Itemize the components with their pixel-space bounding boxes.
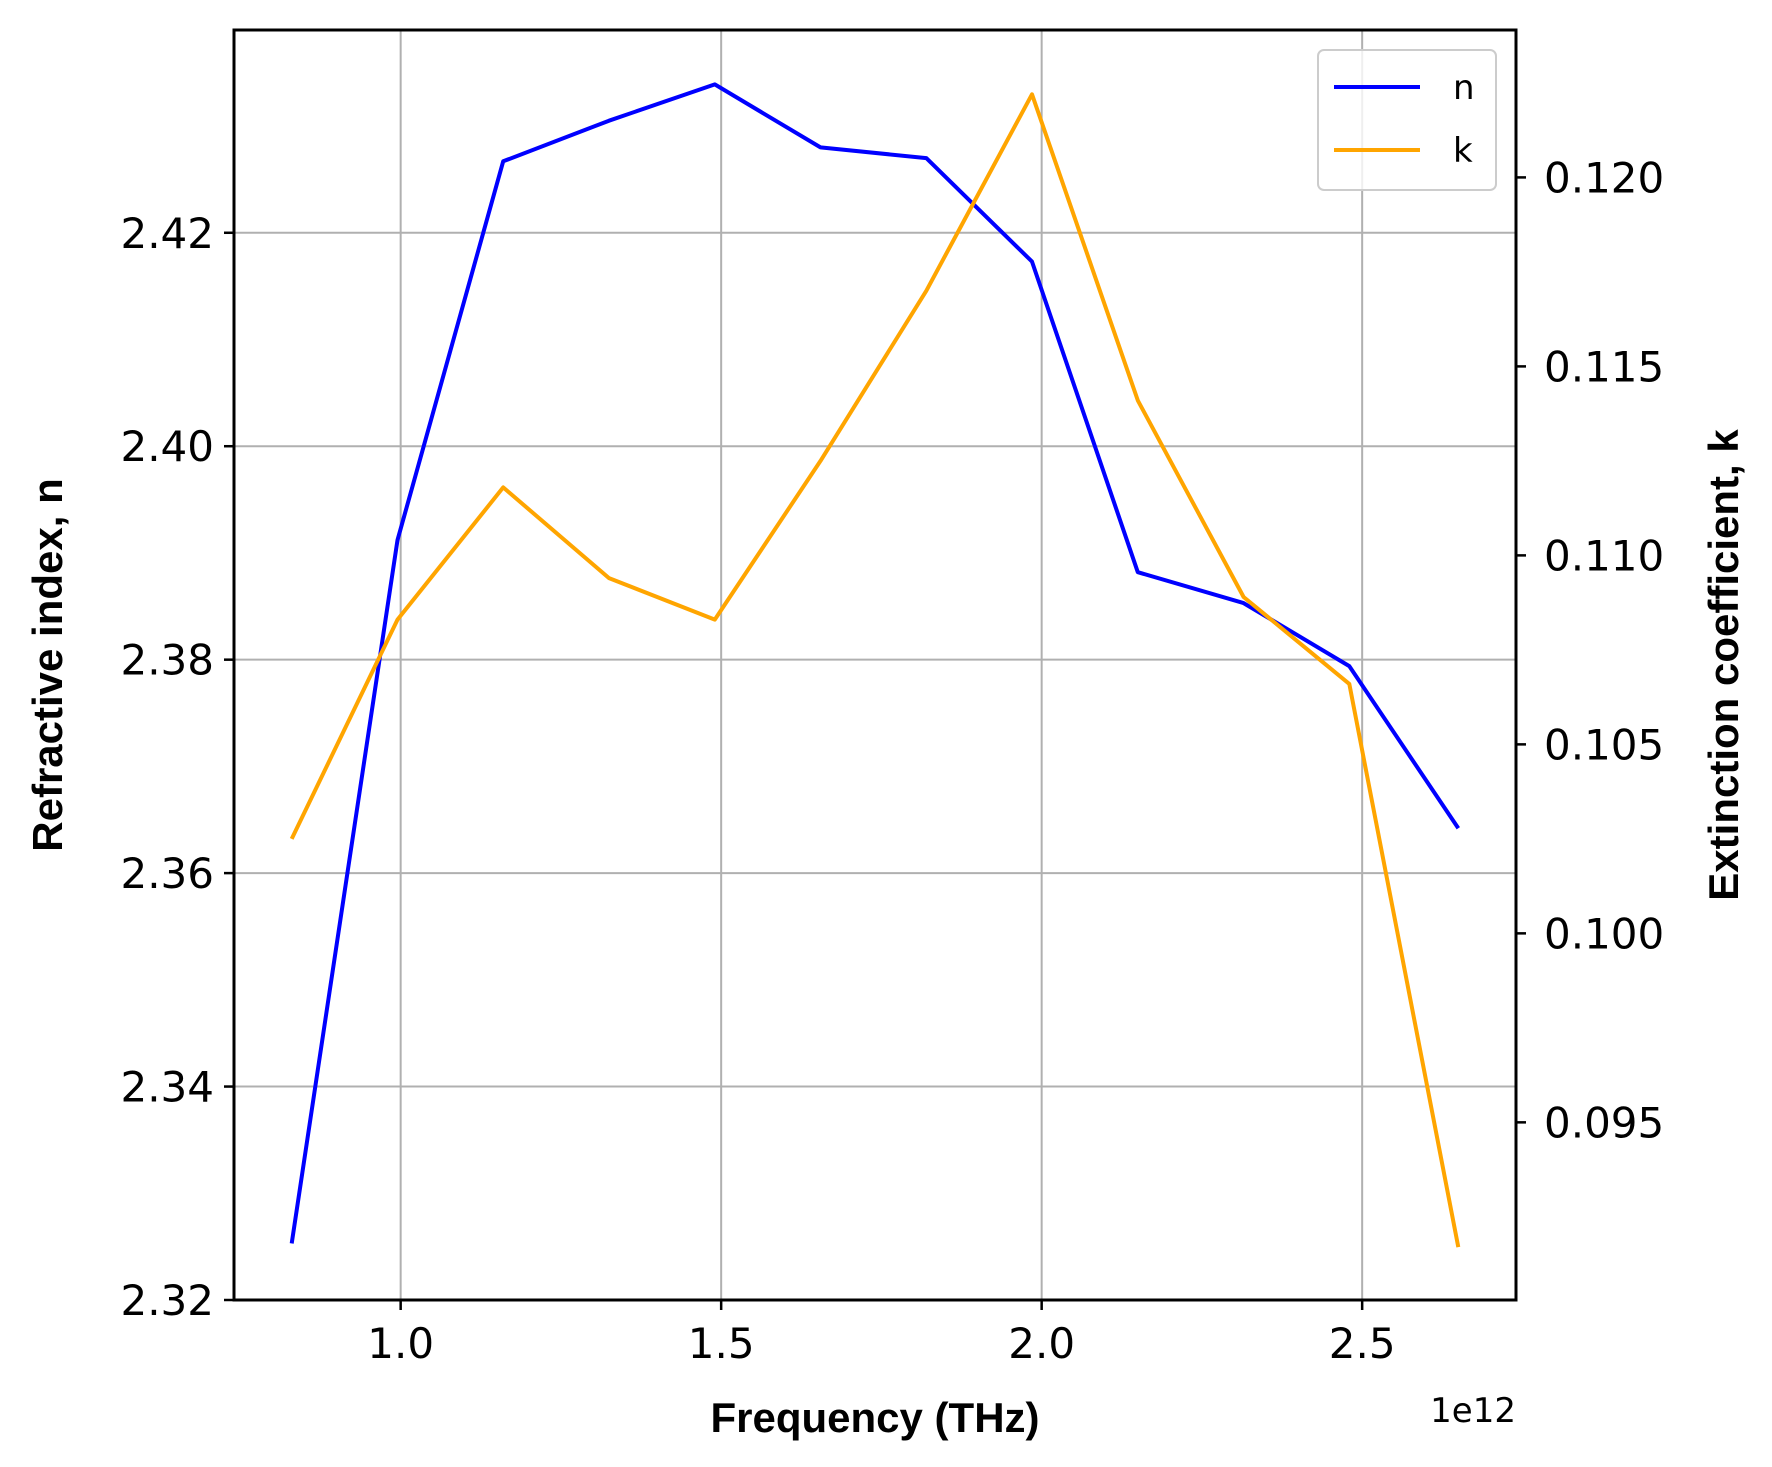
left-y-tick-label: 2.36	[120, 849, 214, 898]
x-tick-label: 2.5	[1329, 1319, 1396, 1368]
left-y-tick-label: 2.42	[120, 209, 214, 258]
plot-frame	[232, 28, 1518, 1302]
x-axis-title: Frequency (THz)	[710, 1394, 1039, 1441]
right-y-tick-label: 0.100	[1544, 909, 1664, 958]
left-y-tick-label: 2.40	[120, 422, 214, 471]
x-tick-label: 1.5	[688, 1319, 755, 1368]
left-y-tick-label: 2.38	[120, 636, 214, 685]
left-y-tick-label: 2.32	[120, 1276, 214, 1325]
right-y-tick-label: 0.115	[1544, 342, 1664, 391]
right-y-tick-label: 0.110	[1544, 531, 1664, 580]
x-tick-label: 2.0	[1008, 1319, 1075, 1368]
right-y-tick-label: 0.105	[1544, 720, 1664, 769]
series-lines	[289, 82, 1461, 1248]
legend: n k	[1317, 49, 1497, 191]
x-tick-label: 1.0	[367, 1319, 434, 1368]
ticks: 1.0 1.5 2.0 2.5 2.32 2.34 2.36 2.38 2.40 2.42 0.09…	[120, 153, 1664, 1368]
series-line-k	[289, 92, 1461, 1248]
legend-label-n: n	[1453, 68, 1475, 108]
left-y-axis-title: Refractive index, n	[24, 478, 71, 851]
left-y-tick-label: 2.34	[120, 1063, 214, 1112]
right-y-tick-label: 0.095	[1544, 1098, 1664, 1147]
right-y-axis-title: Extinction coefficient, k	[1700, 429, 1747, 901]
x-axis-offset-label: 1e12	[1430, 1391, 1516, 1431]
right-y-tick-label: 0.120	[1544, 153, 1664, 202]
legend-label-k: k	[1453, 131, 1473, 171]
